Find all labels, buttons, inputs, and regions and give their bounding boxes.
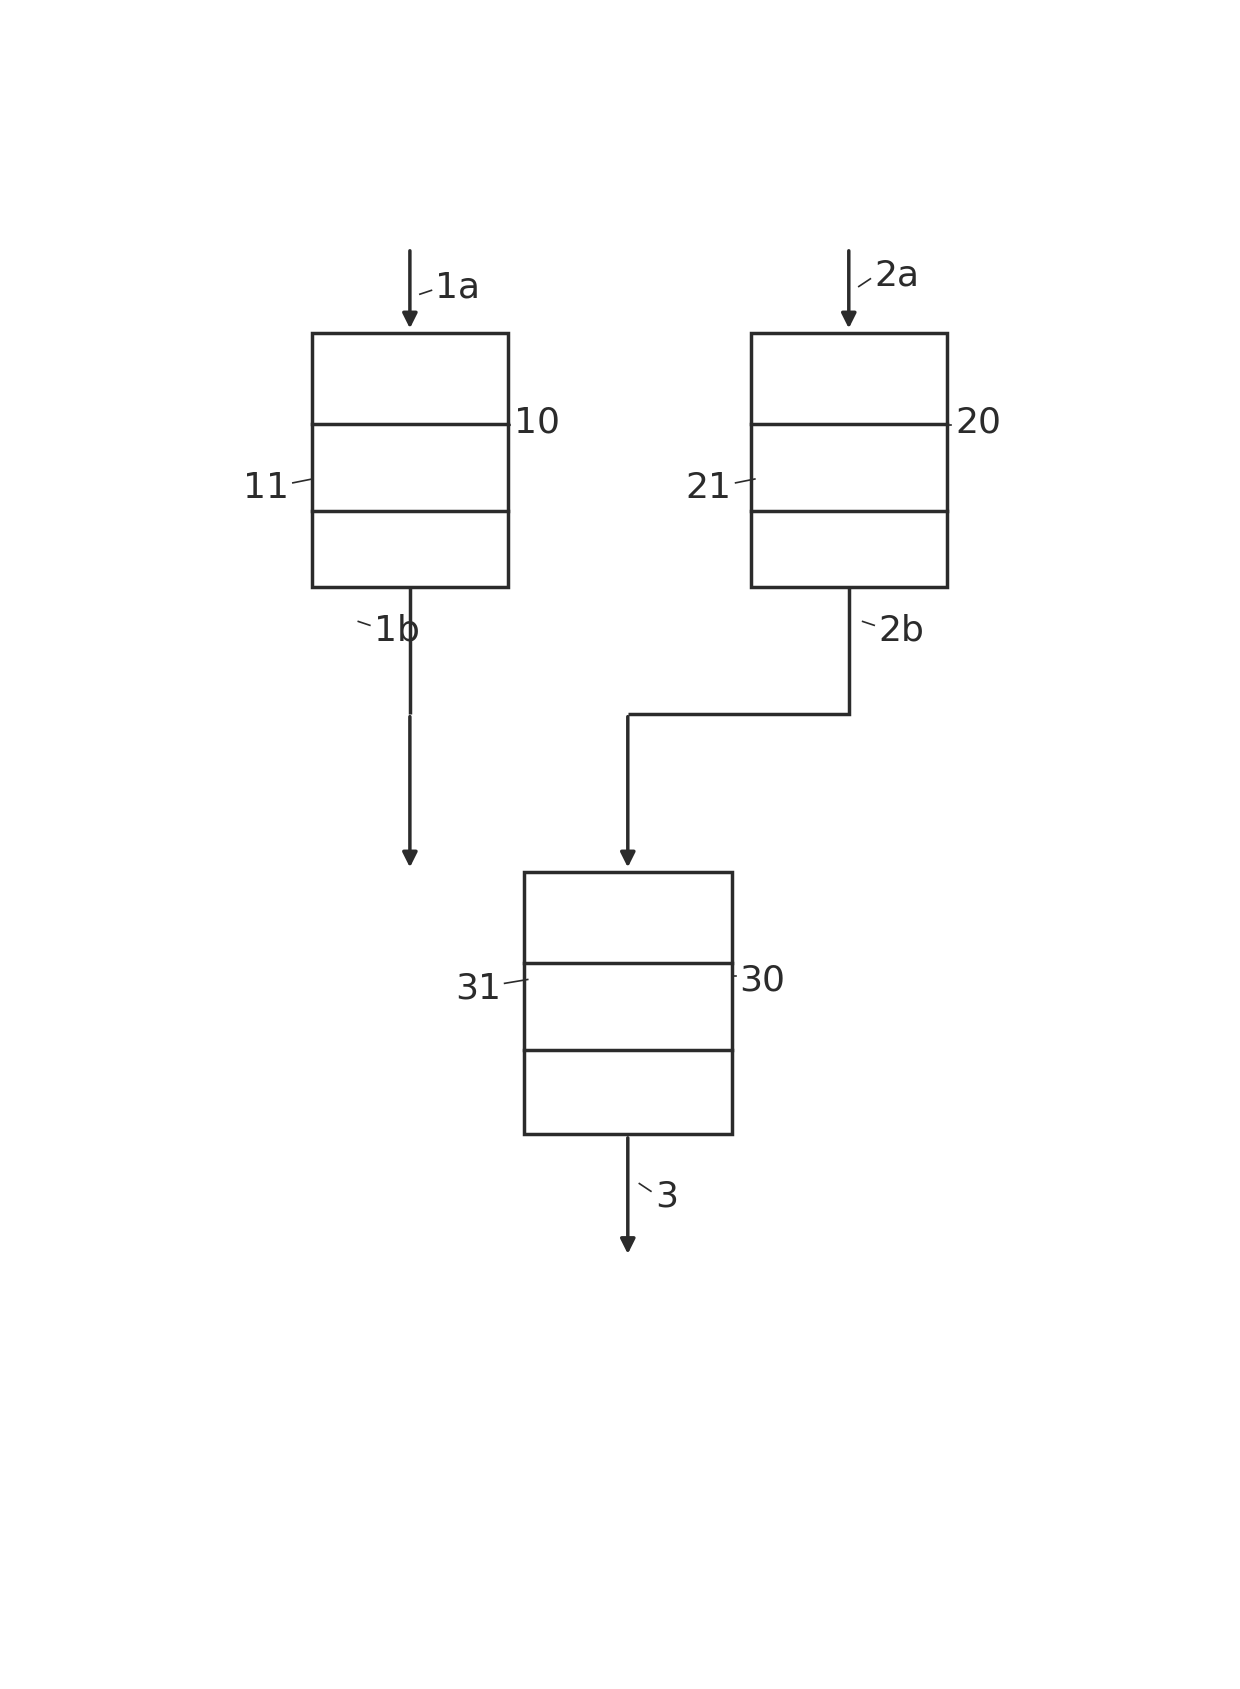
Text: 2a: 2a [874, 258, 919, 292]
Bar [312, 333, 508, 588]
Text: 11: 11 [243, 471, 289, 505]
Text: 10: 10 [513, 405, 559, 439]
Bar [523, 872, 732, 1133]
Bar [751, 333, 947, 588]
Text: 20: 20 [955, 405, 1001, 439]
Text: 2b: 2b [878, 613, 924, 647]
Text: 3: 3 [655, 1179, 678, 1213]
Text: 1b: 1b [373, 613, 419, 647]
Text: 31: 31 [455, 971, 501, 1005]
Text: 1a: 1a [435, 270, 480, 304]
Text: 30: 30 [739, 963, 785, 997]
Text: 21: 21 [686, 471, 732, 505]
